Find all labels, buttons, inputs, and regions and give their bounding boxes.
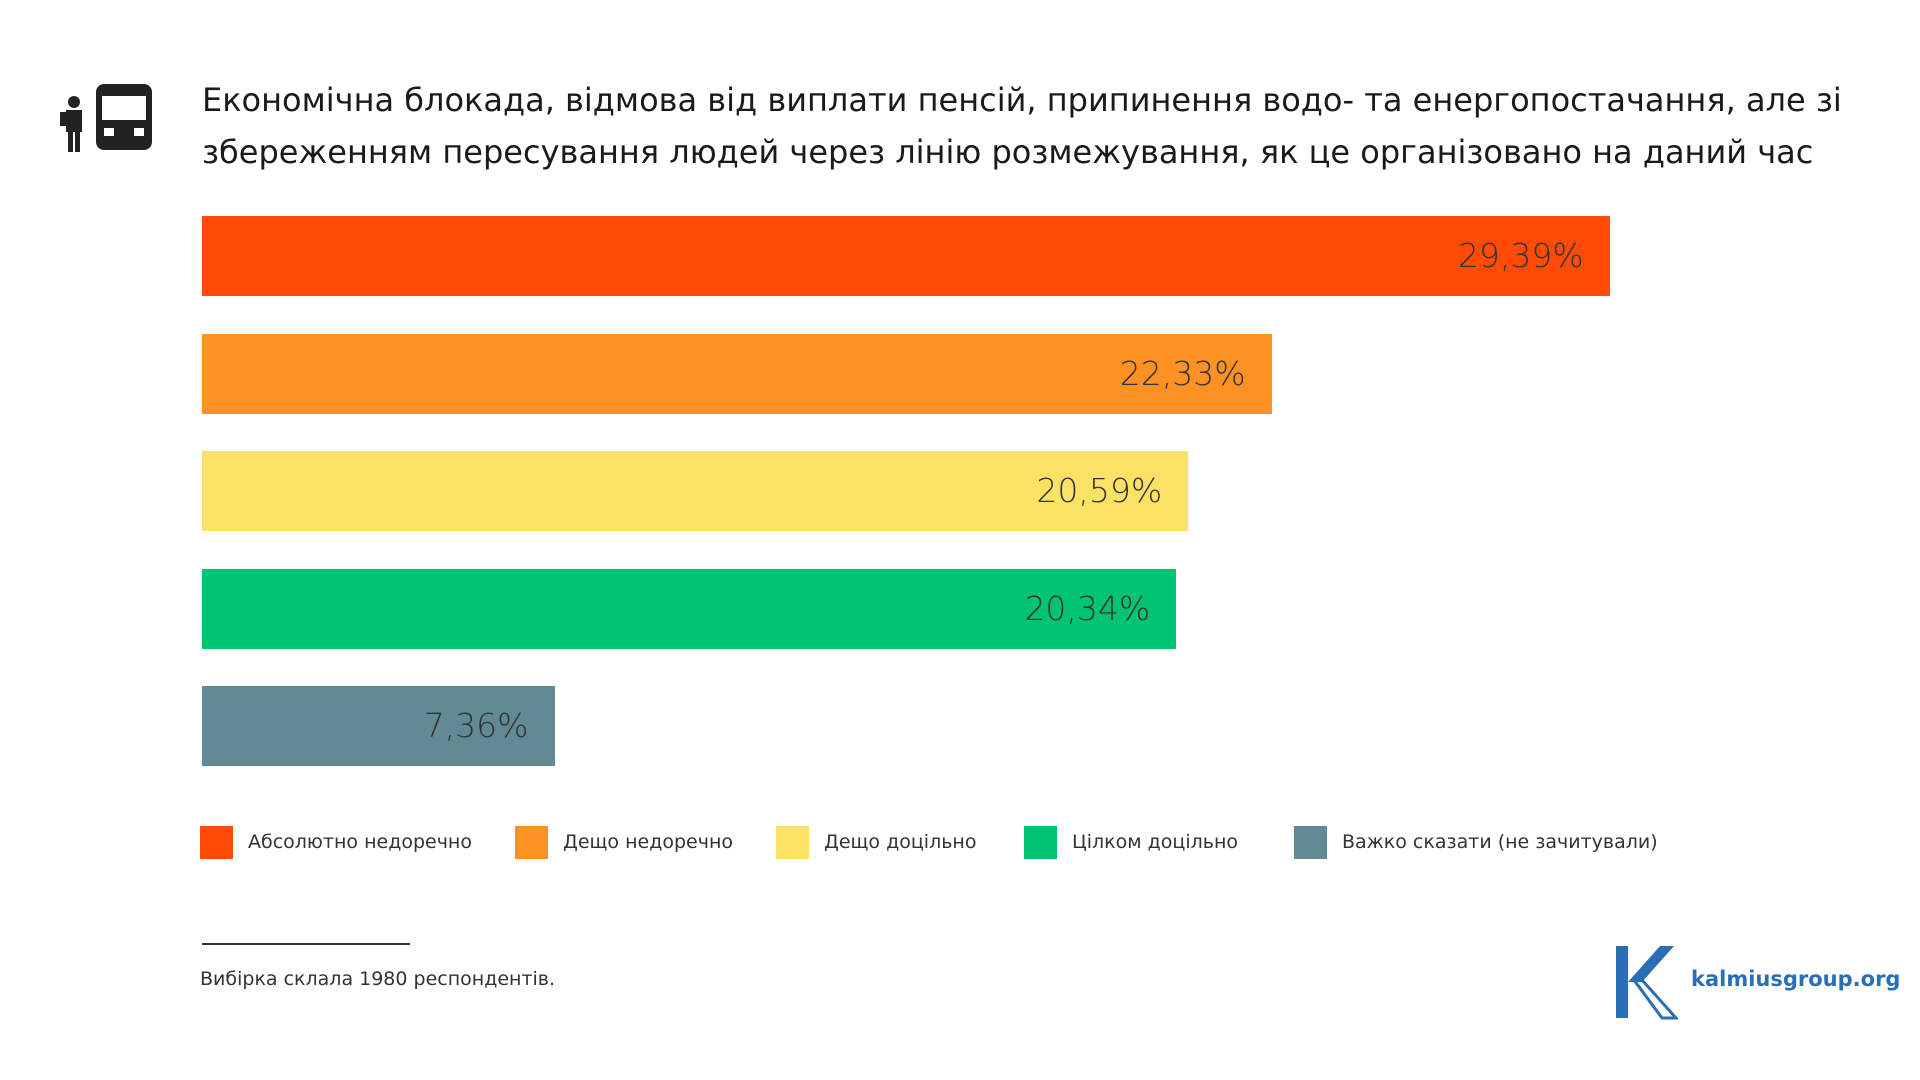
value-label: 20,59% — [1036, 471, 1163, 510]
legend-label: Цілком доцільно — [1072, 831, 1239, 853]
bar: 29,39% — [202, 216, 1610, 296]
bar: 20,34% — [202, 568, 1177, 649]
footnote: Вибірка склала 1980 респондентів. — [200, 968, 556, 990]
legend-swatch — [776, 826, 809, 859]
bar: 7,36% — [202, 686, 555, 766]
legend-swatch — [200, 826, 233, 859]
logo — [1616, 946, 1678, 1020]
legend-label: Дещо недоречно — [563, 831, 733, 853]
value-label: 29,39% — [1457, 236, 1584, 275]
legend-swatch — [1024, 826, 1057, 859]
value-label: 22,33% — [1119, 353, 1246, 393]
chart-title: Економічна блокада, відмова від виплати … — [202, 81, 1842, 171]
legend-label: Важко сказати (не зачитували) — [1342, 831, 1658, 853]
bar: 20,59% — [202, 451, 1189, 531]
value-label: 20,34% — [1024, 588, 1151, 628]
legend-label: Дещо доцільно — [824, 831, 977, 853]
legend-swatch — [1294, 826, 1327, 859]
legend-swatch — [515, 826, 548, 859]
bar: 22,33% — [202, 333, 1272, 414]
footnote-rule — [202, 943, 410, 945]
legend-label: Абсолютно недоречно — [248, 831, 472, 853]
source: kalmiusgroup.org — [1691, 967, 1901, 991]
icon — [60, 84, 152, 152]
value-label: 7,36% — [423, 706, 529, 745]
